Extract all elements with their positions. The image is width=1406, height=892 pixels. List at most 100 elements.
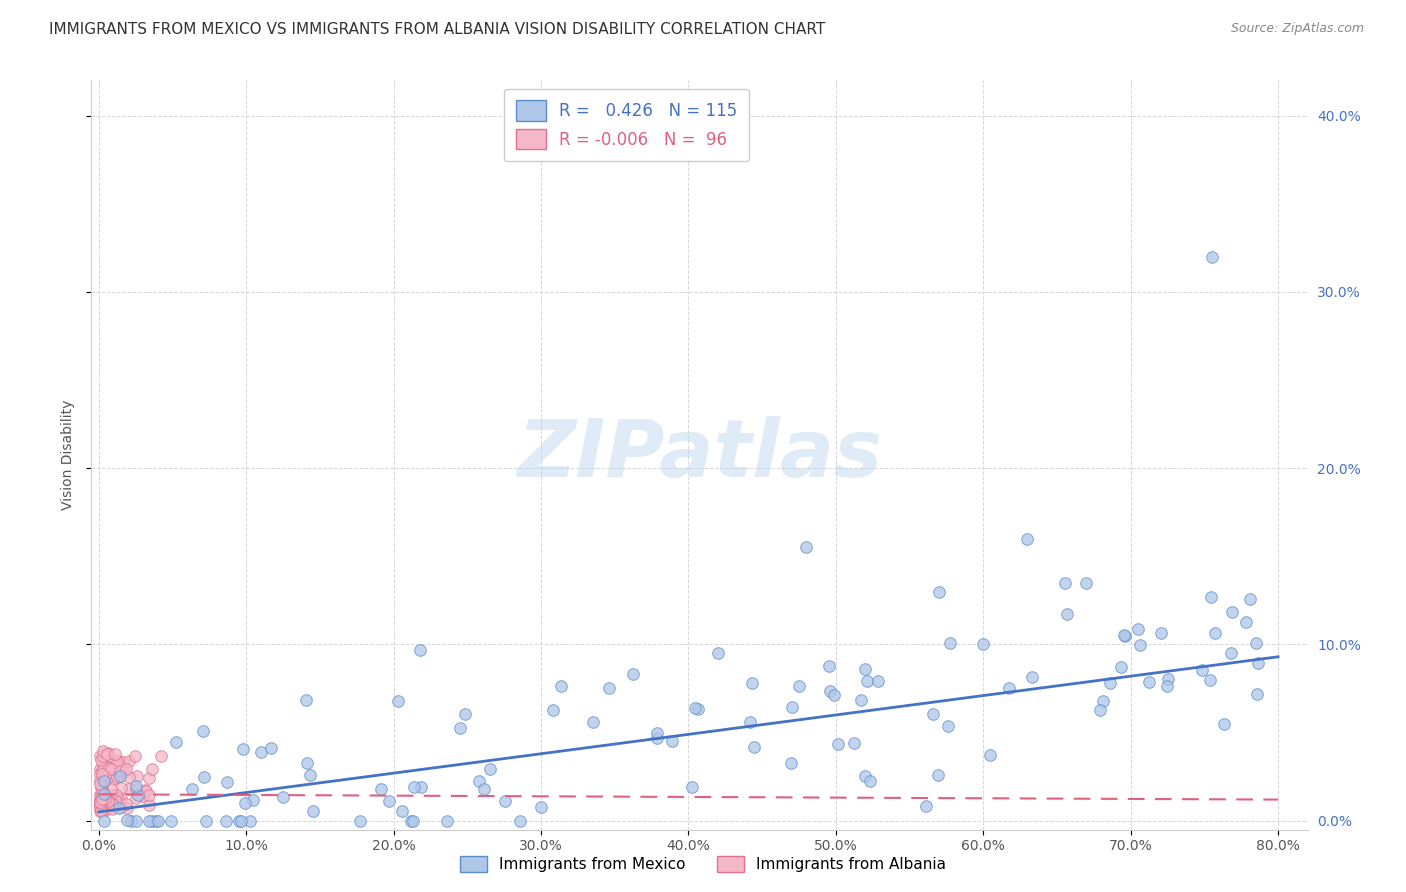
Point xyxy=(1199,590,1222,604)
Point xyxy=(89,792,111,806)
Point xyxy=(1109,660,1132,674)
Point xyxy=(1114,629,1136,643)
Point xyxy=(242,792,264,806)
Point xyxy=(89,795,111,809)
Point xyxy=(89,748,111,763)
Point xyxy=(90,780,112,795)
Point xyxy=(598,681,620,695)
Point xyxy=(105,770,128,784)
Point xyxy=(160,814,183,828)
Point xyxy=(97,794,120,808)
Point xyxy=(100,791,122,805)
Point xyxy=(115,762,138,776)
Point xyxy=(141,762,163,776)
Point xyxy=(1191,663,1213,677)
Point xyxy=(378,794,401,808)
Point xyxy=(404,780,426,794)
Point xyxy=(782,699,804,714)
Point xyxy=(91,758,114,772)
Point xyxy=(1137,674,1160,689)
Point xyxy=(91,773,114,788)
Point xyxy=(91,792,114,806)
Point xyxy=(509,814,531,828)
Point xyxy=(100,788,122,802)
Point xyxy=(104,747,127,761)
Point xyxy=(97,746,120,760)
Point xyxy=(823,688,845,702)
Point xyxy=(744,740,766,755)
Point xyxy=(866,674,889,689)
Point xyxy=(165,735,187,749)
Point xyxy=(146,814,169,828)
Point xyxy=(100,762,122,776)
Point xyxy=(94,758,117,772)
Point xyxy=(134,783,156,797)
Point xyxy=(998,681,1021,696)
Point xyxy=(271,790,294,805)
Text: Source: ZipAtlas.com: Source: ZipAtlas.com xyxy=(1230,22,1364,36)
Point xyxy=(1053,576,1076,591)
Point xyxy=(582,715,605,730)
Point xyxy=(1150,626,1173,640)
Point xyxy=(149,748,172,763)
Point xyxy=(1076,575,1098,590)
Point xyxy=(683,701,706,715)
Point xyxy=(91,766,114,780)
Point xyxy=(94,769,117,783)
Point xyxy=(239,814,262,828)
Point xyxy=(118,754,141,768)
Point xyxy=(101,802,124,816)
Point xyxy=(621,666,644,681)
Point xyxy=(1099,676,1122,690)
Point xyxy=(1213,717,1236,731)
Point xyxy=(91,743,114,757)
Point xyxy=(855,674,877,689)
Point xyxy=(89,798,111,813)
Point xyxy=(1204,625,1226,640)
Point xyxy=(1128,622,1150,636)
Point xyxy=(112,755,135,769)
Point xyxy=(94,760,117,774)
Point xyxy=(1129,638,1152,652)
Point xyxy=(686,701,709,715)
Point xyxy=(820,684,842,698)
Point xyxy=(387,694,409,708)
Point xyxy=(89,804,111,818)
Point xyxy=(103,794,125,808)
Point xyxy=(125,781,148,796)
Point xyxy=(131,789,153,804)
Point xyxy=(195,814,218,828)
Point xyxy=(110,790,132,805)
Point xyxy=(928,584,950,599)
Point xyxy=(1157,672,1180,686)
Point xyxy=(138,814,160,828)
Point xyxy=(215,814,238,828)
Point xyxy=(1156,679,1178,693)
Point xyxy=(645,731,668,746)
Point xyxy=(972,637,994,651)
Point xyxy=(97,770,120,784)
Point xyxy=(409,643,432,657)
Point xyxy=(232,742,254,756)
Y-axis label: Vision Disability: Vision Disability xyxy=(62,400,76,510)
Point xyxy=(93,746,115,760)
Point xyxy=(936,719,959,733)
Point xyxy=(127,769,149,783)
Point xyxy=(454,706,477,721)
Text: IMMIGRANTS FROM MEXICO VS IMMIGRANTS FROM ALBANIA VISION DISABILITY CORRELATION : IMMIGRANTS FROM MEXICO VS IMMIGRANTS FRO… xyxy=(49,22,825,37)
Point xyxy=(298,767,321,781)
Point xyxy=(138,788,160,802)
Point xyxy=(780,756,803,770)
Point xyxy=(89,797,111,811)
Point xyxy=(108,754,131,768)
Point xyxy=(96,797,118,811)
Point xyxy=(1246,687,1268,701)
Point xyxy=(90,753,112,767)
Point xyxy=(741,675,763,690)
Point xyxy=(100,782,122,797)
Point xyxy=(817,658,839,673)
Point xyxy=(98,753,121,767)
Point xyxy=(91,797,114,812)
Point xyxy=(231,814,253,828)
Point xyxy=(93,761,115,775)
